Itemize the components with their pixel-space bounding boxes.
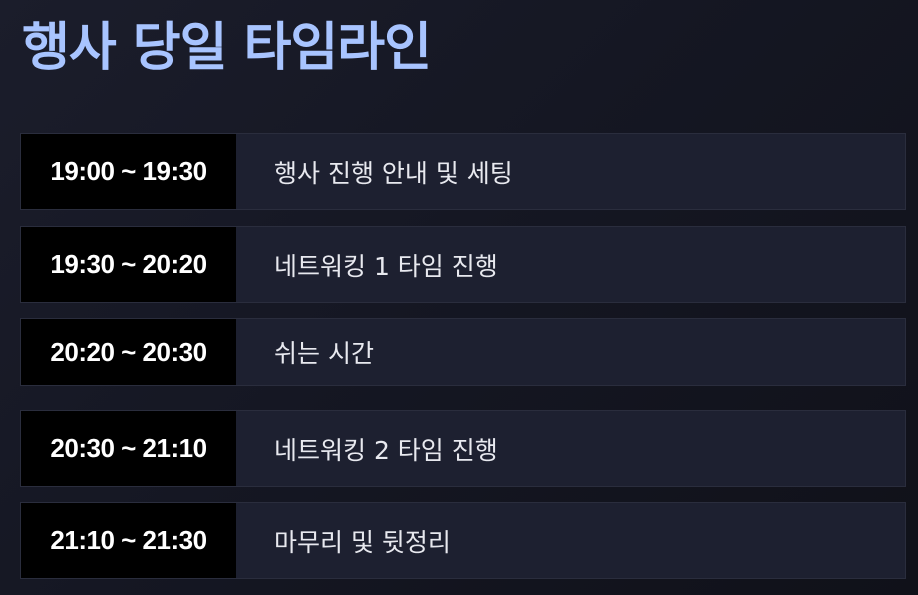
event-description: 네트워킹 1 타임 진행 [236, 227, 905, 302]
timeline-row: 19:00 ~ 19:30 행사 진행 안내 및 세팅 [20, 133, 906, 210]
time-range: 21:10 ~ 21:30 [21, 503, 236, 578]
timeline-row: 21:10 ~ 21:30 마무리 및 뒷정리 [20, 502, 906, 579]
timeline-row: 19:30 ~ 20:20 네트워킹 1 타임 진행 [20, 226, 906, 303]
page-title: 행사 당일 타임라인 [22, 18, 432, 78]
event-description: 네트워킹 2 타임 진행 [236, 411, 905, 486]
time-range: 19:30 ~ 20:20 [21, 227, 236, 302]
time-range: 19:00 ~ 19:30 [21, 134, 236, 209]
timeline-row: 20:20 ~ 20:30 쉬는 시간 [20, 318, 906, 386]
event-description: 쉬는 시간 [236, 319, 905, 385]
event-description: 행사 진행 안내 및 세팅 [236, 134, 905, 209]
timeline-row: 20:30 ~ 21:10 네트워킹 2 타임 진행 [20, 410, 906, 487]
time-range: 20:20 ~ 20:30 [21, 319, 236, 385]
event-description: 마무리 및 뒷정리 [236, 503, 905, 578]
time-range: 20:30 ~ 21:10 [21, 411, 236, 486]
